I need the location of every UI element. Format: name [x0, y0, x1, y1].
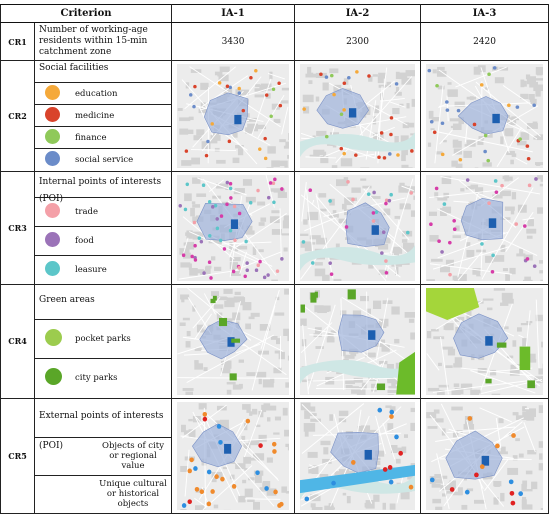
cr1-label: Number of working-age residents within 1… [35, 23, 172, 61]
leasure-dot [45, 261, 60, 276]
pocket-parks-dot [45, 329, 62, 346]
map-thumbnail [300, 402, 415, 511]
legend-label: leasure [71, 255, 171, 284]
cr1-value-ia2: 2300 [295, 23, 421, 61]
row-cr1: CR1 Number of working-age residents with… [1, 23, 549, 61]
cr5-criteria: External points of interests (POI) Objec… [35, 398, 172, 514]
cr2-criteria: Social facilities education medicine fin… [35, 61, 172, 172]
code-cr1: CR1 [1, 23, 35, 61]
criteria-table: Criterion IA-1 IA-2 IA-3 CR1 Number of w… [0, 4, 549, 514]
food-dot [45, 232, 60, 247]
cr4-criteria: Green areas pocket parks city parks [35, 285, 172, 399]
code-cr5: CR5 [1, 398, 35, 514]
cr2-title: Social facilities [35, 61, 171, 82]
map-thumbnail [300, 64, 415, 168]
map-cr2-ia2 [295, 61, 421, 172]
cr4-title: Green areas [35, 285, 171, 319]
map-cr4-ia3 [421, 285, 549, 399]
legend-label: food [71, 226, 171, 255]
map-cr4-ia1 [172, 285, 295, 399]
map-thumbnail [300, 175, 415, 282]
row-cr3: CR3 Internal points of interests (POI) t… [1, 171, 549, 285]
cr3-criteria: Internal points of interests (POI) trade… [35, 171, 172, 285]
legend-label: medicine [71, 105, 171, 127]
code-cr2: CR2 [1, 61, 35, 172]
legend-label: Unique cultural or historical objects [95, 475, 171, 513]
map-thumbnail [177, 402, 289, 511]
medicine-dot [45, 107, 60, 122]
legend-label: finance [71, 127, 171, 149]
map-cr3-ia2 [295, 171, 421, 285]
legend-label: pocket parks [71, 320, 171, 359]
education-dot [45, 85, 60, 100]
legend-label: education [71, 83, 171, 105]
legend-label: city parks [71, 359, 171, 398]
map-thumbnail [300, 288, 415, 395]
legend-label: trade [71, 197, 171, 226]
header-criterion: Criterion [1, 5, 172, 23]
cr1-value-ia1: 3430 [172, 23, 295, 61]
map-cr5-ia1 [172, 398, 295, 514]
cr5-title: External points of interests (POI) [35, 399, 171, 437]
map-cr2-ia3 [421, 61, 549, 172]
map-thumbnail [177, 175, 289, 282]
cr2-legend: education medicine finance social servic… [35, 82, 171, 171]
map-cr5-ia2 [295, 398, 421, 514]
finance-dot [45, 129, 60, 144]
header-row: Criterion IA-1 IA-2 IA-3 [1, 5, 549, 23]
code-cr4: CR4 [1, 285, 35, 399]
code-cr3: CR3 [1, 171, 35, 285]
map-cr2-ia1 [172, 61, 295, 172]
trade-dot [45, 203, 60, 218]
social-service-dot [45, 151, 60, 166]
cr3-legend: trade food leasure [35, 197, 171, 285]
legend-label: Objects of city or regional value [95, 437, 171, 475]
map-cr3-ia1 [172, 171, 295, 285]
header-ia3: IA-3 [421, 5, 549, 23]
row-cr4: CR4 Green areas pocket parks city parks [1, 285, 549, 399]
map-thumbnail [426, 402, 543, 511]
map-thumbnail [177, 288, 289, 395]
row-cr2: CR2 Social facilities education medicine… [1, 61, 549, 172]
cr1-value-ia3: 2420 [421, 23, 549, 61]
legend-label: social service [71, 149, 171, 171]
city-parks-dot [45, 368, 62, 385]
map-cr3-ia3 [421, 171, 549, 285]
map-thumbnail [426, 288, 543, 395]
map-thumbnail [426, 64, 543, 168]
header-ia1: IA-1 [172, 5, 295, 23]
map-cr5-ia3 [421, 398, 549, 514]
map-cr4-ia2 [295, 285, 421, 399]
map-thumbnail [426, 175, 543, 282]
header-ia2: IA-2 [295, 5, 421, 23]
map-thumbnail [177, 64, 289, 168]
cr4-legend: pocket parks city parks [35, 319, 171, 398]
cr3-title: Internal points of interests (POI) [35, 172, 171, 197]
row-cr5: CR5 External points of interests (POI) O… [1, 398, 549, 514]
